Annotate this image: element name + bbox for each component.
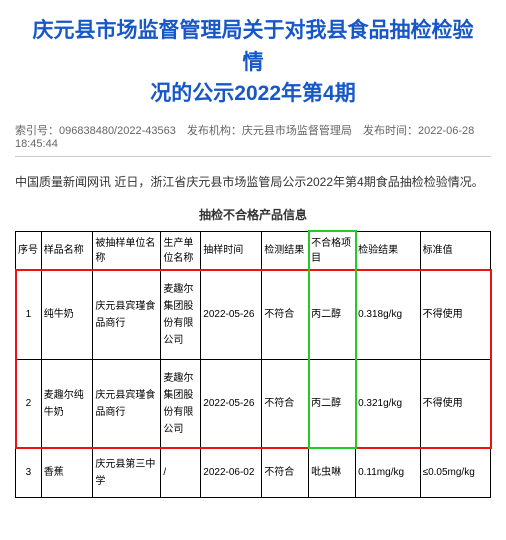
table-title: 抽检不合格产品信息 xyxy=(15,206,491,223)
cell-prod: / xyxy=(161,448,201,497)
cell-date: 2022-05-26 xyxy=(201,359,262,448)
cell-item: 吡虫啉 xyxy=(309,448,356,497)
th-name: 样品名称 xyxy=(41,231,93,270)
cell-seq: 1 xyxy=(16,270,42,359)
cell-prod: 麦趣尔集团股份有限公司 xyxy=(161,359,201,448)
cell-seq: 2 xyxy=(16,359,42,448)
index-number: 索引号：096838480/2022-43563 xyxy=(15,125,176,137)
cell-date: 2022-06-02 xyxy=(201,448,262,497)
cell-unit: 庆元县第三中学 xyxy=(93,448,161,497)
cell-name: 麦趣尔纯牛奶 xyxy=(41,359,93,448)
cell-name: 纯牛奶 xyxy=(41,270,93,359)
cell-unit: 庆元县宾瑾食品商行 xyxy=(93,270,161,359)
table-body: 1纯牛奶庆元县宾瑾食品商行麦趣尔集团股份有限公司2022-05-26不符合丙二醇… xyxy=(16,270,491,497)
results-table: 序号 样品名称 被抽样单位名称 生产单位名称 抽样时间 检测结果 不合格项目 检… xyxy=(15,231,491,498)
publish-org: 发布机构：庆元县市场监督管理局 xyxy=(187,125,352,137)
cell-standard: ≤0.05mg/kg xyxy=(420,448,490,497)
cell-unit: 庆元县宾瑾食品商行 xyxy=(93,359,161,448)
table-row: 序号 样品名称 被抽样单位名称 生产单位名称 抽样时间 检测结果 不合格项目 检… xyxy=(16,231,491,270)
th-seq: 序号 xyxy=(16,231,42,270)
cell-value: 0.11mg/kg xyxy=(356,448,421,497)
cell-name: 香蕉 xyxy=(41,448,93,497)
table-header: 序号 样品名称 被抽样单位名称 生产单位名称 抽样时间 检测结果 不合格项目 检… xyxy=(16,231,491,270)
cell-result: 不符合 xyxy=(262,270,309,359)
title-line-1: 庆元县市场监督管理局关于对我县食品抽检检验情 xyxy=(33,19,474,74)
divider xyxy=(15,156,491,157)
th-value: 检验结果 xyxy=(356,231,421,270)
title-line-2: 况的公示2022年第4期 xyxy=(150,82,355,105)
table-row: 3香蕉庆元县第三中学/2022-06-02不符合吡虫啉0.11mg/kg≤0.0… xyxy=(16,448,491,497)
intro-text: 中国质量新闻网讯 近日，浙江省庆元县市场监管局公示2022年第4期食品抽检检验情… xyxy=(15,173,491,192)
cell-value: 0.318g/kg xyxy=(356,270,421,359)
th-standard: 标准值 xyxy=(420,231,490,270)
cell-standard: 不得使用 xyxy=(420,270,490,359)
th-item: 不合格项目 xyxy=(309,231,356,270)
cell-item: 丙二醇 xyxy=(309,270,356,359)
cell-standard: 不得使用 xyxy=(420,359,490,448)
th-date: 抽样时间 xyxy=(201,231,262,270)
cell-seq: 3 xyxy=(16,448,42,497)
table-row: 1纯牛奶庆元县宾瑾食品商行麦趣尔集团股份有限公司2022-05-26不符合丙二醇… xyxy=(16,270,491,359)
cell-value: 0.321g/kg xyxy=(356,359,421,448)
table-row: 2麦趣尔纯牛奶庆元县宾瑾食品商行麦趣尔集团股份有限公司2022-05-26不符合… xyxy=(16,359,491,448)
meta-line: 索引号：096838480/2022-43563 发布机构：庆元县市场监督管理局… xyxy=(15,122,491,150)
cell-result: 不符合 xyxy=(262,359,309,448)
cell-result: 不符合 xyxy=(262,448,309,497)
document-title: 庆元县市场监督管理局关于对我县食品抽检检验情 况的公示2022年第4期 xyxy=(15,15,491,110)
th-result: 检测结果 xyxy=(262,231,309,270)
table-wrap: 序号 样品名称 被抽样单位名称 生产单位名称 抽样时间 检测结果 不合格项目 检… xyxy=(15,231,491,498)
th-prod: 生产单位名称 xyxy=(161,231,201,270)
th-unit: 被抽样单位名称 xyxy=(93,231,161,270)
cell-prod: 麦趣尔集团股份有限公司 xyxy=(161,270,201,359)
cell-item: 丙二醇 xyxy=(309,359,356,448)
cell-date: 2022-05-26 xyxy=(201,270,262,359)
